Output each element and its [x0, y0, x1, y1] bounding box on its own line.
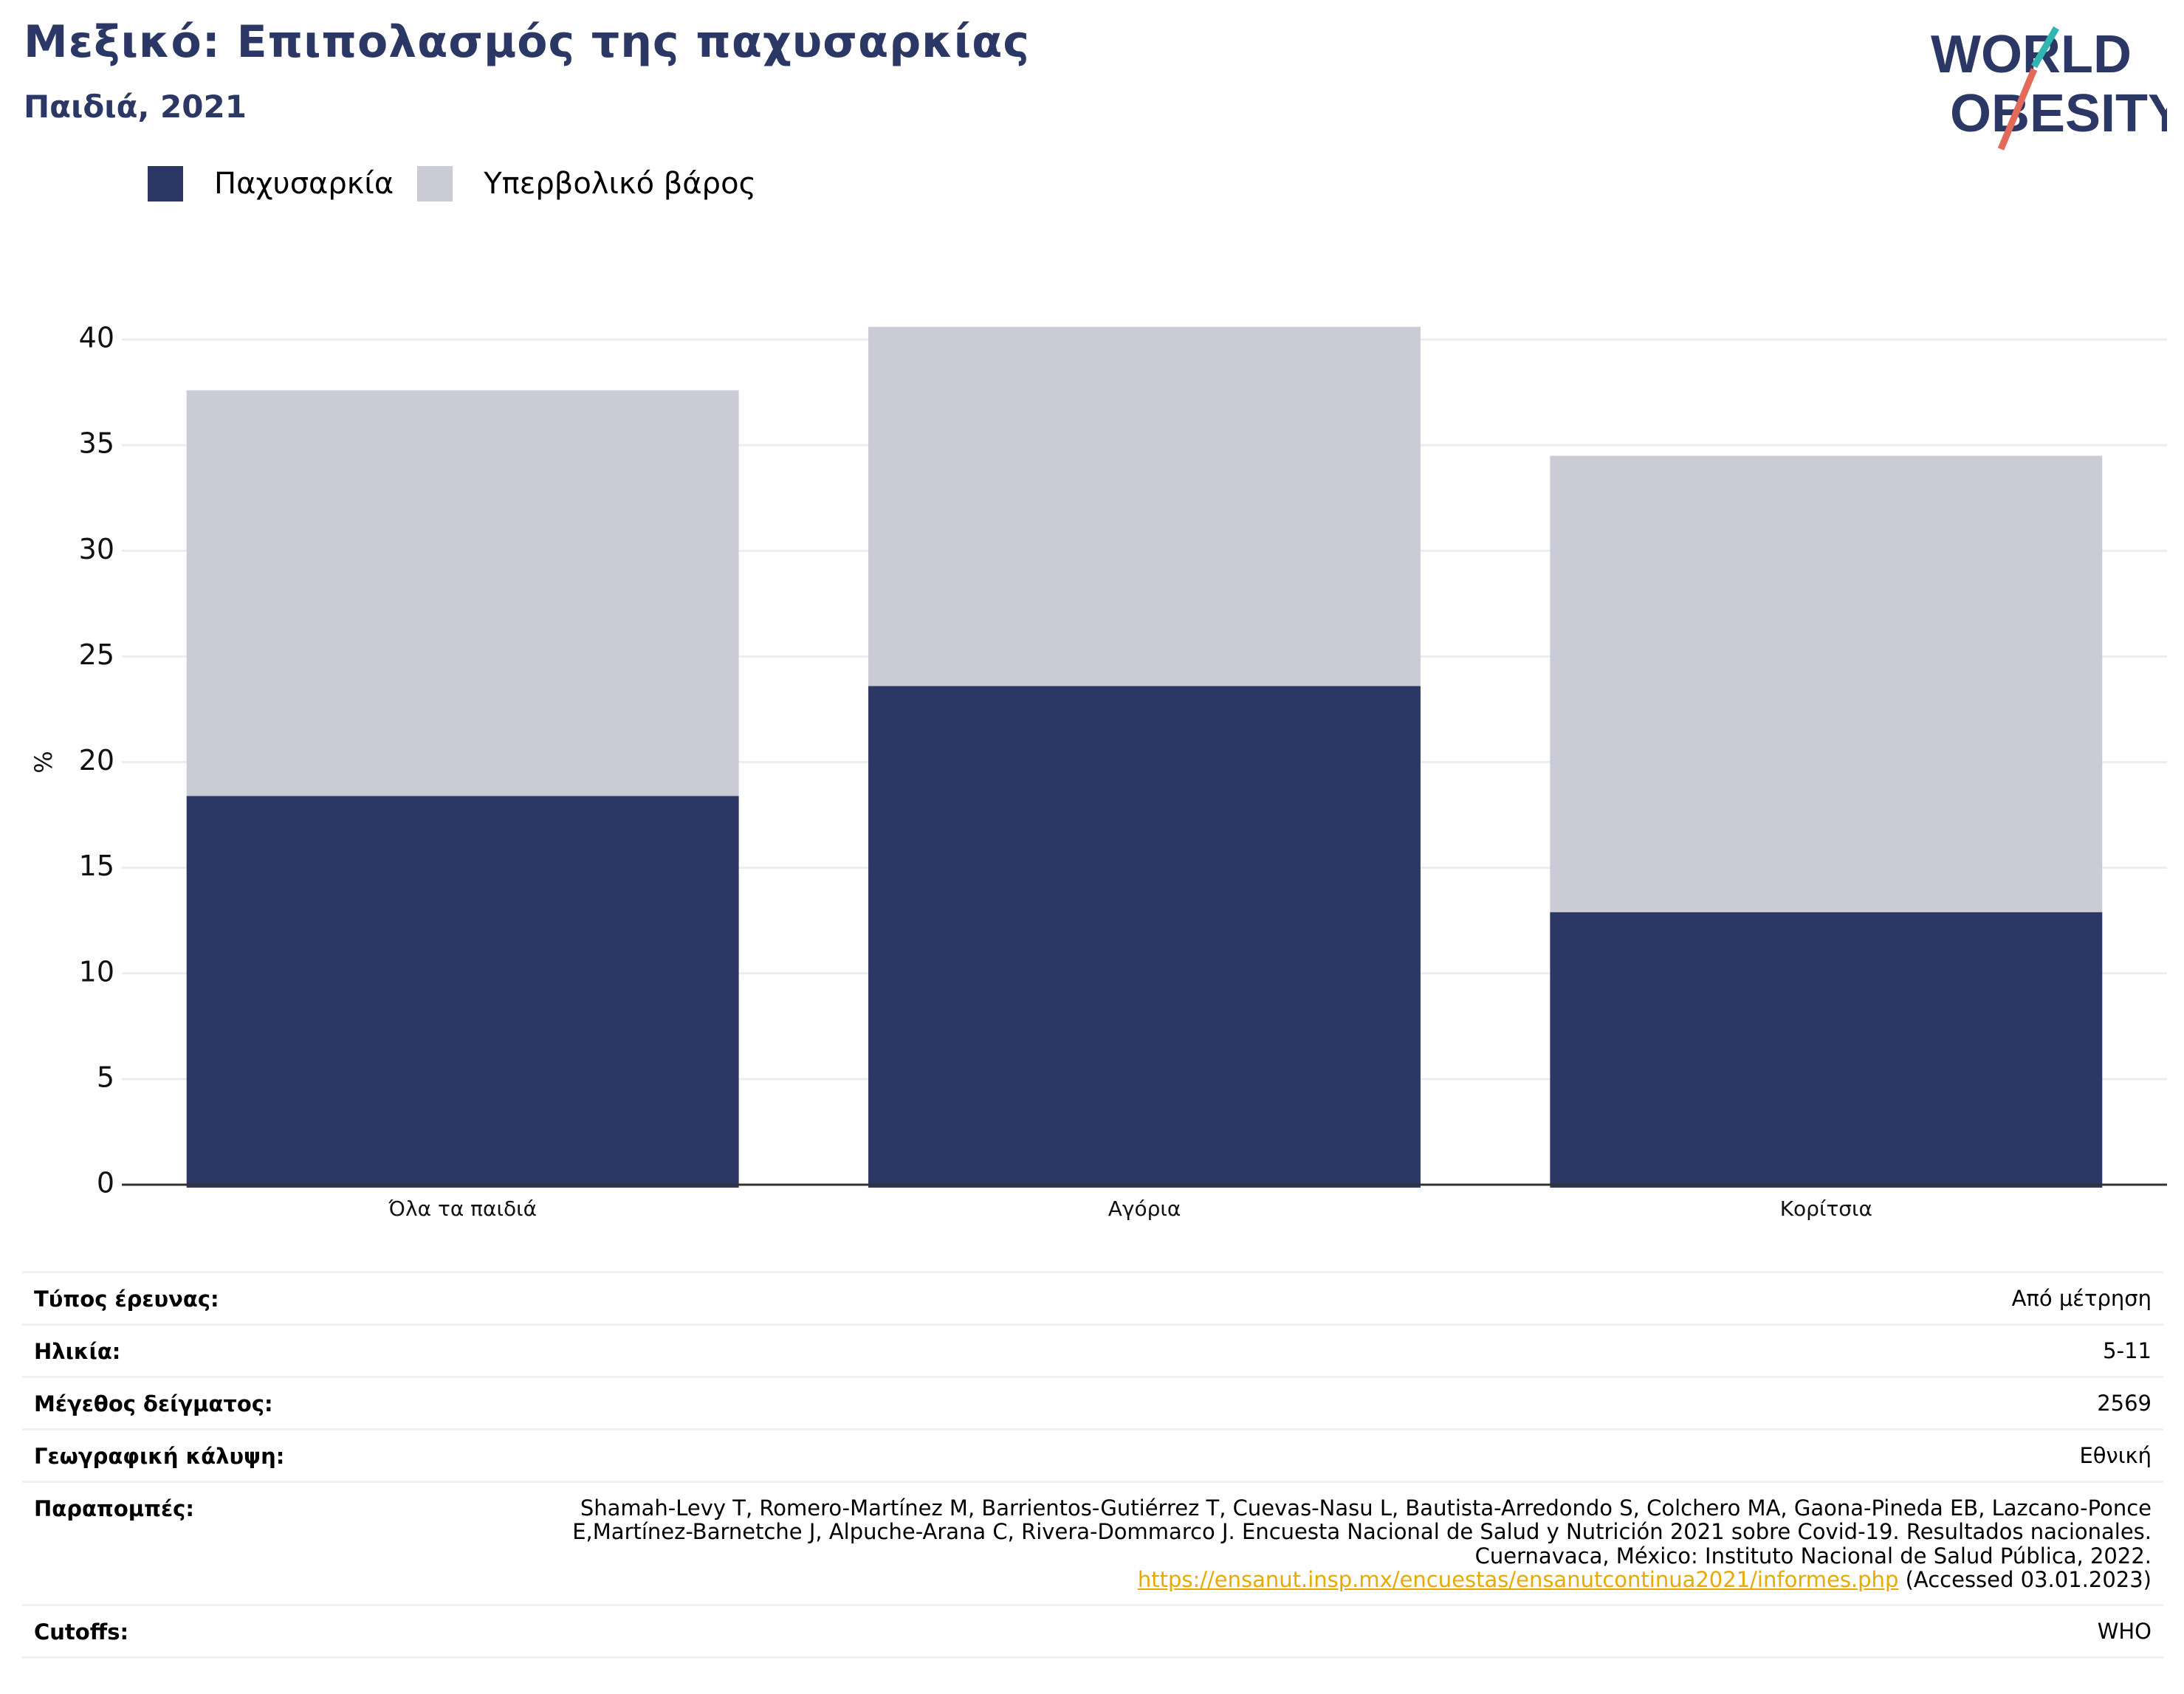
bar-obesity: [868, 686, 1421, 1188]
x-tick-label: Αγόρια: [1108, 1197, 1181, 1221]
legend-label-obesity: Παχυσαρκία: [214, 167, 394, 201]
y-tick-label: 30: [79, 533, 114, 565]
info-row-coverage: Γεωγραφική κάλυψη: Εθνική: [22, 1428, 2163, 1481]
bar-overweight: [1550, 455, 2103, 912]
y-tick-label: 20: [79, 744, 114, 777]
y-tick-label: 10: [79, 955, 114, 988]
legend-swatch-obesity: [148, 166, 183, 202]
info-label: Γεωγραφική κάλυψη:: [34, 1444, 285, 1469]
survey-info-table: Τύπος έρευνας: Από μέτρηση Ηλικία: 5-11 …: [22, 1271, 2163, 1659]
y-tick-labels: 0 5 10 15 20 25 30 35 40: [79, 322, 114, 1199]
y-tick-label: 5: [97, 1061, 114, 1093]
info-label: Cutoffs:: [34, 1619, 129, 1645]
info-label: Παραπομπές:: [34, 1496, 194, 1521]
x-tick-labels: Όλα τα παιδιά Αγόρια Κορίτσια: [388, 1197, 1872, 1221]
bar-obesity: [186, 796, 739, 1188]
info-value: 5-11: [2103, 1338, 2152, 1363]
legend: Παχυσαρκία Υπερβολικό βάρος: [148, 166, 780, 202]
y-tick-label: 35: [79, 427, 114, 460]
chart-title: Μεξικό: Επιπολασμός της παχυσαρκίας: [24, 16, 1030, 68]
logo-line2: OBESITY: [1950, 84, 2167, 143]
legend-swatch-overweight: [417, 166, 453, 202]
legend-label-overweight: Υπερβολικό βάρος: [484, 167, 757, 201]
info-row-age: Ηλικία: 5-11: [22, 1323, 2163, 1376]
chart-subtitle: Παιδιά, 2021: [24, 89, 247, 125]
info-row-survey-type: Τύπος έρευνας: Από μέτρηση: [22, 1271, 2163, 1323]
references-text: Shamah-Levy T, Romero-Martínez M, Barrie…: [572, 1495, 2152, 1569]
info-value: 2569: [2097, 1391, 2152, 1416]
info-row-cutoffs: Cutoffs: WHO: [22, 1603, 2163, 1659]
info-label: Τύπος έρευνας:: [34, 1287, 219, 1312]
logo-slash-teal: [2031, 26, 2059, 69]
references-link[interactable]: https://ensanut.insp.mx/encuestas/ensanu…: [1137, 1567, 1899, 1593]
bar-obesity: [1550, 912, 2103, 1188]
logo-slash-red: [1997, 68, 2038, 151]
references-value: Shamah-Levy T, Romero-Martínez M, Barrie…: [564, 1496, 2152, 1592]
info-row-sample-size: Μέγεθος δείγματος: 2569: [22, 1376, 2163, 1428]
legend-item-overweight: Υπερβολικό βάρος: [417, 166, 756, 202]
info-row-references: Παραπομπές: Shamah-Levy T, Romero-Martín…: [22, 1481, 2163, 1604]
info-value: Εθνική: [2079, 1443, 2152, 1468]
info-value: Από μέτρηση: [2011, 1286, 2152, 1311]
y-tick-label: 25: [79, 638, 114, 671]
bar-overweight: [186, 390, 739, 796]
info-value: WHO: [2097, 1618, 2152, 1644]
y-tick-label: 0: [97, 1167, 114, 1199]
references-accessed: (Accessed 03.01.2023): [1898, 1567, 2152, 1593]
y-tick-label: 15: [79, 850, 114, 882]
info-label: Μέγεθος δείγματος:: [34, 1391, 273, 1416]
x-tick-label: Κορίτσια: [1780, 1197, 1872, 1221]
stacked-bar-chart: 0 5 10 15 20 25 30 35 40 % Όλα τα παιδιά Αγόρια Κο…: [30, 322, 2167, 1221]
bars: [186, 326, 2103, 1188]
world-obesity-logo: WORLD OBESITY: [1931, 25, 2167, 151]
y-tick-label: 40: [79, 322, 114, 354]
info-label: Ηλικία:: [34, 1339, 121, 1364]
y-axis-label: %: [30, 751, 58, 773]
x-tick-label: Όλα τα παιδιά: [388, 1197, 537, 1221]
legend-item-obesity: Παχυσαρκία: [148, 166, 394, 202]
bar-overweight: [868, 326, 1421, 686]
